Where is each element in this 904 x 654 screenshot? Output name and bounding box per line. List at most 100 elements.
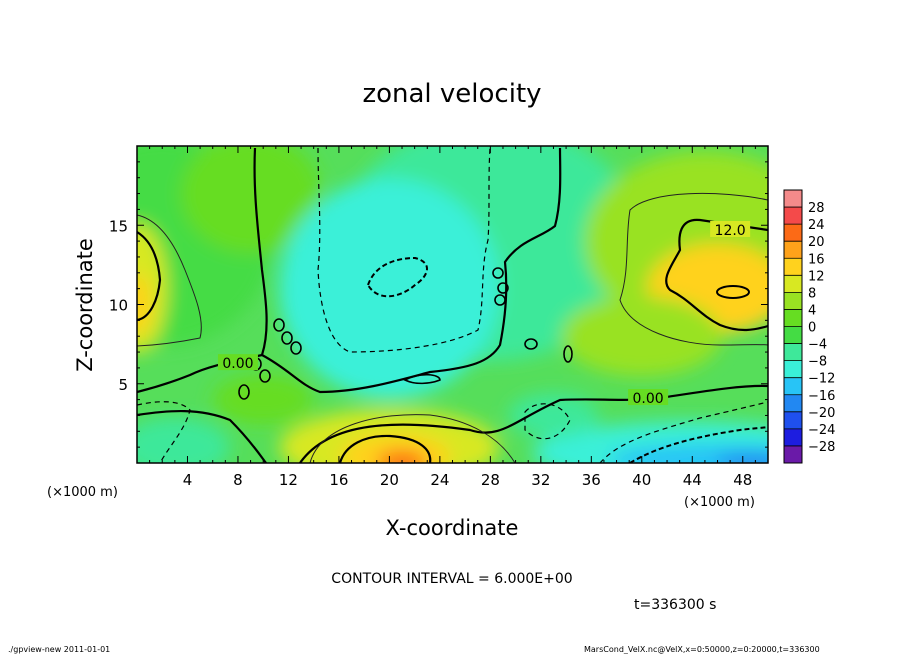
neg-core-upper bbox=[366, 256, 428, 298]
field-shade bbox=[180, 146, 321, 254]
x-tick-label: 36 bbox=[582, 471, 601, 489]
plot-area: 12.0 0.00 0.00 bbox=[137, 146, 768, 463]
colorbar-swatch bbox=[784, 428, 802, 446]
twelve-contour bbox=[665, 218, 768, 332]
ring bbox=[259, 369, 271, 383]
colorbar-label: 8 bbox=[808, 286, 816, 301]
neg-contour-lower-right bbox=[599, 401, 768, 463]
time-label: t=336300 s bbox=[634, 597, 716, 613]
x-unit-right: (×1000 m) bbox=[684, 495, 755, 510]
field-shade bbox=[340, 434, 451, 463]
colorbar-label: −16 bbox=[808, 389, 835, 404]
colorbar-label: −28 bbox=[808, 440, 835, 455]
contour-label-bg bbox=[217, 354, 258, 371]
colorbar-swatch bbox=[784, 411, 802, 429]
hot-core-bottom bbox=[338, 434, 432, 463]
footer-right: MarsCond_VelX.nc@VelX,x=0:50000,z=0:2000… bbox=[584, 645, 820, 654]
y-tick-label: 15 bbox=[109, 217, 128, 235]
ring bbox=[290, 341, 302, 355]
colorbar-swatch bbox=[784, 309, 802, 327]
colorbar-label: 28 bbox=[808, 201, 825, 216]
colorbar-label: 0 bbox=[808, 321, 816, 336]
colorbar-label: −4 bbox=[808, 338, 827, 353]
colorbar-swatch bbox=[784, 326, 802, 344]
colorbar-swatch bbox=[784, 292, 802, 310]
contour-interval: CONTOUR INTERVAL = 6.000E+00 bbox=[331, 571, 572, 587]
ring bbox=[524, 338, 538, 350]
contour-label-bg bbox=[628, 389, 669, 406]
x-tick-label: 16 bbox=[329, 471, 348, 489]
x-tick-label: 8 bbox=[233, 471, 243, 489]
ring bbox=[273, 318, 285, 332]
zero-contour-left bbox=[137, 147, 268, 394]
field-shade bbox=[561, 296, 722, 377]
pos-contour-left bbox=[137, 214, 202, 347]
colorbar-swatch bbox=[784, 360, 802, 378]
x-tick-label: 24 bbox=[430, 471, 449, 489]
x-tick-label: 12 bbox=[279, 471, 298, 489]
pos-contour-bottom bbox=[309, 414, 516, 463]
y-axis-label: Z-coordinate bbox=[73, 238, 97, 372]
x-axis-label: X-coordinate bbox=[386, 516, 519, 540]
ring bbox=[238, 384, 250, 400]
colorbar-label: 24 bbox=[808, 218, 825, 233]
colorbar-label: 4 bbox=[808, 303, 816, 318]
neg-core-lower-right bbox=[629, 426, 768, 463]
x-unit-left: (×1000 m) bbox=[47, 485, 118, 500]
y-tick-label: 5 bbox=[118, 376, 128, 394]
zero-contour-middle bbox=[261, 147, 562, 394]
contour-labels: 12.0 0.00 0.00 bbox=[217, 221, 751, 407]
x-tick-label: 20 bbox=[380, 471, 399, 489]
field-shade bbox=[508, 393, 599, 438]
field-shade bbox=[213, 374, 314, 425]
ring bbox=[281, 331, 293, 345]
zero-contour-lower-left bbox=[137, 410, 267, 463]
colorbar-swatch bbox=[784, 207, 802, 225]
colorbar-label: 12 bbox=[808, 269, 825, 284]
zero-contour-bottom bbox=[299, 384, 768, 463]
colorbar-label: 20 bbox=[808, 235, 825, 250]
x-tick-label: 48 bbox=[733, 471, 752, 489]
x-tick-label: 32 bbox=[531, 471, 550, 489]
x-tick-label: 40 bbox=[632, 471, 651, 489]
colorbar-swatch bbox=[784, 258, 802, 276]
zero-contour-left-bump bbox=[137, 231, 162, 322]
colorbar-label: 16 bbox=[808, 252, 825, 267]
colorbar-swatch bbox=[784, 343, 802, 361]
colorbar-label: −12 bbox=[808, 372, 835, 387]
neg-contour-lower-left bbox=[137, 401, 191, 463]
ring bbox=[563, 345, 573, 363]
ring bbox=[494, 294, 506, 306]
colorbar-label: −8 bbox=[808, 355, 827, 370]
chart-title: zonal velocity bbox=[362, 79, 541, 109]
footer-left: ./gpview-new 2011-01-01 bbox=[8, 645, 110, 654]
colorbar-swatch bbox=[784, 377, 802, 395]
x-tick-label: 44 bbox=[683, 471, 702, 489]
pos-contour-right bbox=[619, 192, 768, 346]
colorbar-label: −24 bbox=[808, 423, 835, 438]
x-tick-label: 28 bbox=[481, 471, 500, 489]
y-tick-label: 10 bbox=[109, 297, 128, 315]
colorbar-swatch bbox=[784, 241, 802, 259]
contour-label: 0.00 bbox=[222, 356, 253, 372]
colorbar-swatch bbox=[784, 224, 802, 242]
contour-lines bbox=[137, 147, 768, 463]
contour-label: 0.00 bbox=[633, 391, 664, 407]
colorbar-swatch bbox=[784, 394, 802, 412]
ring bbox=[403, 373, 441, 385]
ring bbox=[492, 267, 504, 279]
field-blobs bbox=[137, 146, 768, 463]
colorbar: 28 24 20 16 12 8 4 0 −4 −8 −12 −16 −20 −24 −28 bbox=[783, 189, 835, 464]
colorbar-swatch bbox=[784, 445, 802, 463]
contour-label-bg bbox=[710, 221, 751, 238]
field-shade bbox=[715, 453, 768, 463]
field-shade bbox=[702, 263, 768, 314]
x-tick-label: 4 bbox=[183, 471, 193, 489]
colorbar-label: −20 bbox=[808, 406, 835, 421]
colorbar-swatch bbox=[784, 275, 802, 293]
contour-label: 12.0 bbox=[715, 223, 746, 239]
hot-core-right bbox=[716, 285, 750, 299]
field-shade bbox=[137, 417, 230, 463]
field-shade bbox=[339, 196, 440, 317]
